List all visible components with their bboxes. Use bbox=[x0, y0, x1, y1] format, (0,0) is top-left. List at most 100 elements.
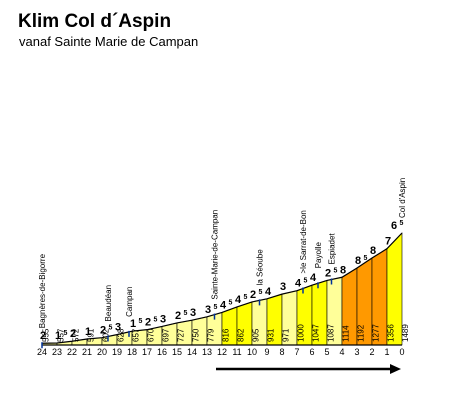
gradient-label-sup: 5 bbox=[334, 267, 338, 274]
gradient-label-sup: 5 bbox=[184, 310, 188, 317]
gradient-label: 3 bbox=[160, 313, 166, 325]
chart-subtitle: vanaf Sainte Marie de Campan bbox=[19, 34, 199, 49]
waypoint-label: Beaudéan bbox=[104, 285, 113, 321]
km-label: 5 bbox=[324, 347, 329, 357]
gradient-label: 4 bbox=[235, 294, 242, 306]
km-label: 18 bbox=[127, 347, 137, 357]
altitude-label: 1114 bbox=[342, 325, 351, 342]
km-label: 20 bbox=[97, 347, 107, 357]
gradient-label: 8 bbox=[355, 255, 361, 267]
km-label: 23 bbox=[52, 347, 62, 357]
altitude-label: 750 bbox=[192, 328, 201, 342]
waypoint-label: la Séoube bbox=[256, 249, 265, 286]
gradient-label: 3 bbox=[190, 307, 196, 319]
altitude-label: 591 bbox=[87, 328, 96, 342]
gradient-label-sup: 5 bbox=[229, 299, 233, 306]
gradient-label: 2 bbox=[100, 325, 106, 337]
arrow-head bbox=[390, 364, 401, 374]
gradient-label: 1 bbox=[55, 330, 61, 342]
profile-line bbox=[41, 232, 403, 344]
altitude-label: 657 bbox=[132, 328, 141, 342]
waypoint-label: >le Sarrat-de-Bon bbox=[299, 210, 308, 273]
gradient-label-sup: 5 bbox=[64, 330, 68, 337]
altitude-label: 697 bbox=[162, 328, 171, 342]
km-label: 15 bbox=[172, 347, 182, 357]
km-label: 2 bbox=[369, 347, 374, 357]
km-label: 4 bbox=[339, 347, 344, 357]
gradient-label: 1 bbox=[85, 326, 91, 338]
km-label: 8 bbox=[279, 347, 284, 357]
direction-arrow bbox=[216, 364, 401, 374]
waypoint-label: Espiadet bbox=[328, 233, 337, 265]
gradient-label: 2 bbox=[40, 330, 46, 342]
gradient-label: 2 bbox=[325, 267, 331, 279]
altitude-label: 816 bbox=[222, 328, 231, 342]
altitude-label: 779 bbox=[207, 328, 216, 342]
altitude-label: 572 bbox=[72, 328, 81, 342]
waypoint-label: Payolle bbox=[314, 241, 323, 268]
km-label: 13 bbox=[202, 347, 212, 357]
waypoint-labels: Bagnères-de-Bigorre Beaudéan Campan Sainte-… bbox=[38, 178, 407, 349]
km-label: 22 bbox=[67, 347, 77, 357]
waypoint-label: Bagnères-de-Bigorre bbox=[38, 253, 47, 328]
gradient-label-sup: 5 bbox=[244, 294, 248, 301]
waypoint-label: Campan bbox=[125, 287, 134, 317]
km-label: 9 bbox=[264, 347, 269, 357]
profile-segments bbox=[41, 232, 403, 346]
altitude-label: 602 bbox=[102, 328, 111, 342]
gradient-label: 7 bbox=[385, 236, 391, 248]
km-label: 0 bbox=[399, 347, 404, 357]
gradient-label-sup: 5 bbox=[364, 255, 368, 262]
waypoint-label: Sainte-Marie-de-Campan bbox=[211, 210, 220, 300]
gradient-label: 3 bbox=[205, 304, 211, 316]
km-label: 24 bbox=[37, 347, 47, 357]
waypoint-label: Col d'Aspin bbox=[398, 178, 407, 218]
gradient-label: 3 bbox=[115, 322, 121, 334]
gradient-label-sup: 5 bbox=[109, 325, 113, 332]
gradient-label: 4 bbox=[265, 286, 272, 298]
altitude-label: 1087 bbox=[327, 324, 336, 342]
km-label: 3 bbox=[354, 347, 359, 357]
km-label: 17 bbox=[142, 347, 152, 357]
km-label: 6 bbox=[309, 347, 314, 357]
altitude-label: 931 bbox=[267, 328, 276, 342]
altitude-label: 971 bbox=[282, 328, 291, 342]
gradient-label-sup: 5 bbox=[214, 304, 218, 311]
altitude-label: 1000 bbox=[297, 324, 306, 342]
gradient-label: 2 bbox=[250, 289, 256, 301]
km-label: 12 bbox=[217, 347, 227, 357]
gradient-label-sup: 5 bbox=[139, 318, 143, 325]
altitude-label: 555 bbox=[42, 328, 51, 342]
km-label: 10 bbox=[247, 347, 257, 357]
gradient-label: 8 bbox=[370, 245, 376, 257]
gradient-label: 2 bbox=[175, 310, 181, 322]
gradient-label-sup: 5 bbox=[154, 317, 158, 324]
altitude-label: 1047 bbox=[312, 324, 321, 342]
gradient-label: 3 bbox=[280, 281, 286, 293]
chart-title: Klim Col d´Aspin bbox=[18, 11, 172, 32]
gradient-label: 1 bbox=[130, 318, 136, 330]
gradient-label: 4 bbox=[220, 299, 227, 311]
km-label: 21 bbox=[82, 347, 92, 357]
gradient-label-sup: 5 bbox=[304, 278, 308, 285]
gradient-label-sup: 5 bbox=[400, 220, 404, 227]
altitude-label: 670 bbox=[147, 328, 156, 342]
altitude-label: 862 bbox=[237, 328, 246, 342]
altitude-labels: 555 557 572 591 602 628 657 670 697 727 750 779 816 8… bbox=[42, 324, 411, 342]
gradient-label: 4 bbox=[310, 272, 317, 284]
altitude-label: 557 bbox=[57, 328, 66, 342]
km-label: 19 bbox=[112, 347, 122, 357]
km-label: 14 bbox=[187, 347, 197, 357]
km-label: 16 bbox=[157, 347, 167, 357]
altitude-label: 628 bbox=[117, 328, 126, 342]
altitude-label: 1356 bbox=[387, 324, 396, 342]
altitude-label: 1489 bbox=[401, 324, 410, 342]
km-label: 11 bbox=[232, 347, 241, 357]
gradient-label: 2 bbox=[70, 328, 76, 340]
km-label: 7 bbox=[294, 347, 299, 357]
gradient-label: 6 bbox=[391, 220, 397, 232]
altitude-label: 727 bbox=[177, 328, 186, 342]
gradient-label-sup: 5 bbox=[259, 289, 263, 296]
